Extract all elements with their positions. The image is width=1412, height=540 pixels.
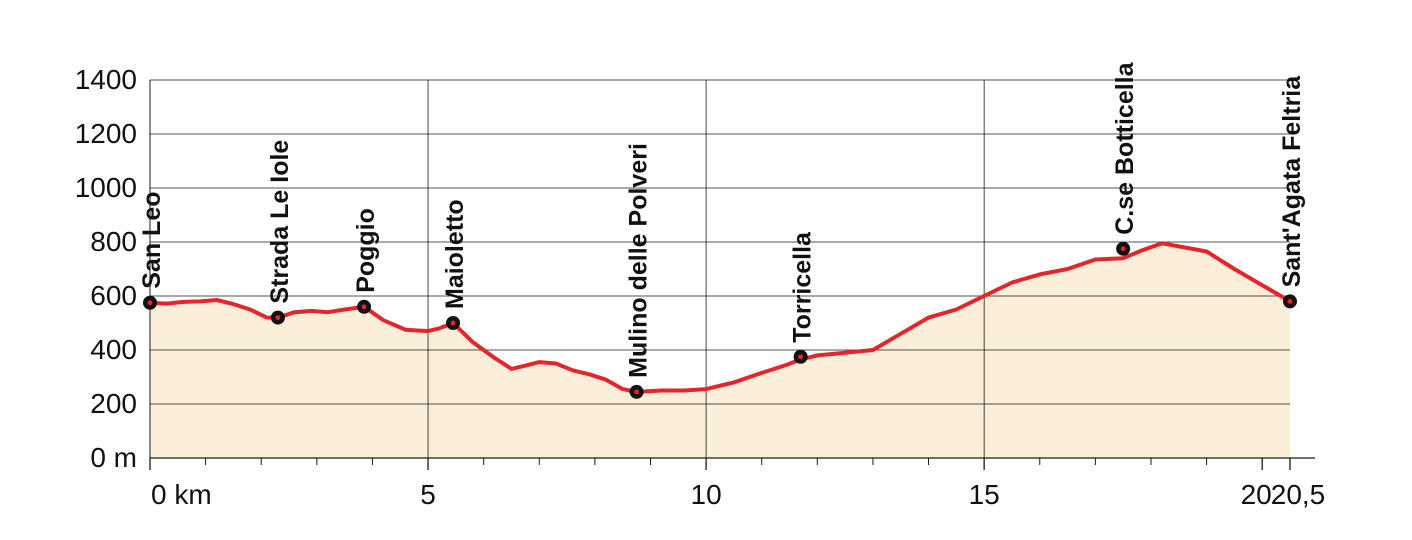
y-tick-label: 600 (90, 280, 137, 311)
waypoint-label: Poggio (352, 208, 380, 293)
y-tick-label: 0 m (90, 442, 137, 473)
x-tick-label: 10 (691, 479, 722, 510)
elevation-line (148, 241, 1292, 394)
plot-fill-layer (150, 243, 1290, 458)
y-tick-label: 400 (90, 334, 137, 365)
y-tick-label: 200 (90, 388, 137, 419)
waypoint-labels-layer: San Leo Strada Le Iole Poggio Maioletto Muli… (138, 61, 1306, 377)
grid-layer (149, 79, 1315, 470)
waypoint-label: Maioletto (441, 199, 469, 309)
x-tick-label: 0 km (151, 479, 212, 510)
y-tick-label: 1400 (75, 64, 137, 95)
waypoint-marker-center (634, 389, 639, 395)
y-axis-ticks: 0 m 200 400 600 800 1000 1200 1400 (75, 64, 137, 473)
waypoint-label: San Leo (138, 192, 166, 289)
y-tick-label: 1000 (75, 172, 137, 203)
waypoint-marker-center (798, 354, 804, 360)
waypoint-marker-center (450, 320, 456, 326)
waypoint-label: Torricella (789, 231, 817, 343)
x-tick-label: 5 (420, 479, 436, 510)
waypoint-markers-layer (143, 241, 1297, 399)
waypoint-marker-center (1287, 299, 1293, 304)
waypoint-marker-center (361, 304, 367, 310)
waypoint-marker-center (275, 315, 281, 320)
waypoint-label: C.se Botticella (1111, 61, 1139, 234)
elevation-area (150, 243, 1290, 458)
x-tick-label: 15 (969, 479, 1000, 510)
waypoint-label: Sant'Agata Feltria (1278, 75, 1306, 288)
x-tick-label: 20,5 (1271, 479, 1326, 510)
y-tick-label: 800 (90, 226, 137, 257)
series-layer (148, 241, 1292, 394)
waypoint-label: Strada Le Iole (266, 140, 294, 304)
y-tick-label: 1200 (75, 118, 137, 149)
x-tick-label: 20 (1241, 479, 1272, 510)
waypoint-label: Mulino delle Polveri (625, 143, 653, 378)
waypoint-marker-center (147, 300, 153, 306)
waypoint-marker-center (1120, 246, 1126, 252)
